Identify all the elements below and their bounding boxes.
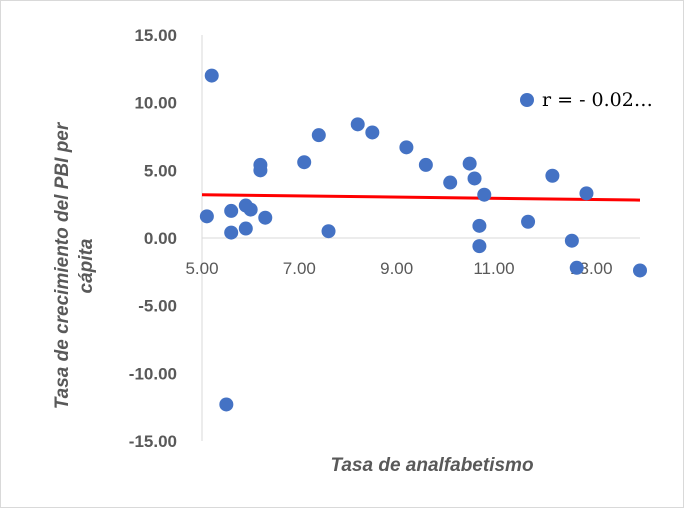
x-axis-ticks: 5.00 7.00 9.00 11.00 13.00	[185, 259, 612, 278]
data-point	[462, 156, 477, 171]
data-point	[219, 397, 234, 412]
trendline	[201, 193, 641, 202]
legend: r = - 0.02…	[520, 89, 653, 111]
y-axis-title-line-1: Tasa de crecimiento del PBI per	[52, 121, 73, 409]
y-tick-label: 10.00	[134, 94, 177, 113]
y-axis-ticks: 15.00 10.00 5.00 0.00 -5.00 -10.00 -15.00	[129, 26, 177, 451]
data-point	[633, 263, 647, 278]
data-point	[472, 239, 487, 254]
y-axis-title-line-2: cápita	[76, 238, 97, 293]
data-point	[199, 209, 214, 224]
data-point	[243, 202, 258, 217]
x-tick-label: 7.00	[283, 259, 316, 278]
data-point	[224, 203, 239, 218]
y-tick-label: -15.00	[129, 432, 177, 451]
data-point	[224, 225, 239, 240]
x-tick-label: 11.00	[473, 259, 514, 278]
legend-label: r = - 0.02…	[542, 89, 653, 111]
legend-marker	[520, 93, 534, 107]
data-point	[579, 186, 594, 201]
data-point	[477, 187, 492, 202]
data-point	[258, 210, 273, 225]
data-point	[569, 260, 584, 275]
data-point	[472, 218, 487, 233]
y-tick-label: 5.00	[144, 161, 177, 180]
data-point	[443, 175, 458, 190]
data-point	[399, 140, 414, 155]
data-point	[521, 214, 536, 229]
data-points	[199, 68, 647, 412]
y-tick-label: 15.00	[134, 26, 177, 45]
data-point	[467, 171, 482, 186]
data-point	[297, 155, 312, 170]
data-point	[204, 68, 219, 83]
data-point	[418, 157, 433, 172]
data-point	[350, 117, 365, 132]
data-point	[238, 221, 253, 236]
data-point	[564, 233, 579, 248]
data-point	[545, 168, 560, 183]
data-point	[253, 163, 268, 178]
x-axis-title: Tasa de analfabetismo	[330, 455, 533, 476]
x-tick-label: 9.00	[380, 259, 413, 278]
data-point	[321, 224, 336, 239]
y-tick-label: 0.00	[144, 229, 177, 248]
y-tick-label: -10.00	[129, 364, 177, 383]
data-point	[365, 125, 380, 140]
x-tick-label: 5.00	[185, 259, 218, 278]
y-tick-label: -5.00	[138, 297, 177, 316]
data-point	[311, 128, 326, 143]
y-axis-title: Tasa de crecimiento del PBI per cápita	[52, 121, 97, 409]
